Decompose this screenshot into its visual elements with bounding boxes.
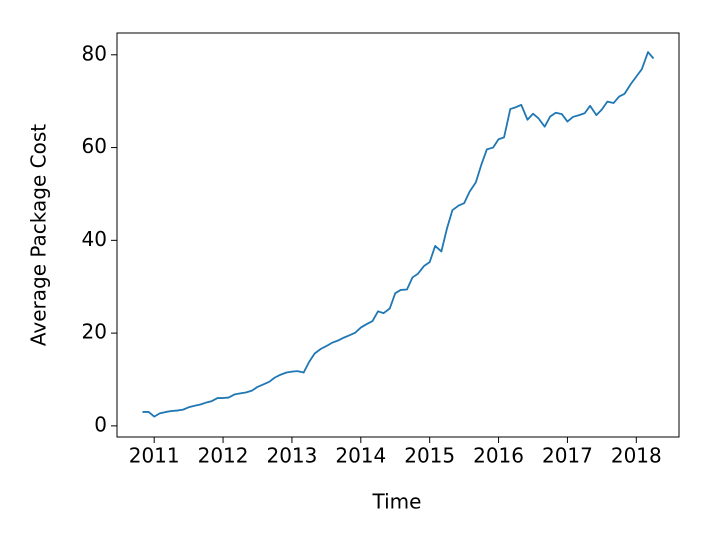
y-tick-label: 20 [82, 320, 107, 344]
y-tick-label: 80 [82, 41, 107, 65]
plot-frame [116, 32, 680, 438]
x-tick-label: 2011 [129, 444, 180, 468]
x-tick-label: 2014 [335, 444, 386, 468]
x-tick-label: 2013 [266, 444, 317, 468]
x-tick-label: 2015 [404, 444, 455, 468]
y-axis-label: Average Package Cost [27, 124, 51, 346]
x-tick-label: 2016 [473, 444, 524, 468]
y-tick-label: 0 [94, 412, 107, 436]
y-tick-label: 60 [82, 134, 107, 158]
x-tick-label: 2017 [542, 444, 593, 468]
x-axis-label: Time [372, 490, 422, 514]
y-tick-label: 40 [82, 227, 107, 251]
x-tick-label: 2012 [198, 444, 249, 468]
line-series [142, 51, 655, 418]
x-tick-label: 2018 [611, 444, 662, 468]
